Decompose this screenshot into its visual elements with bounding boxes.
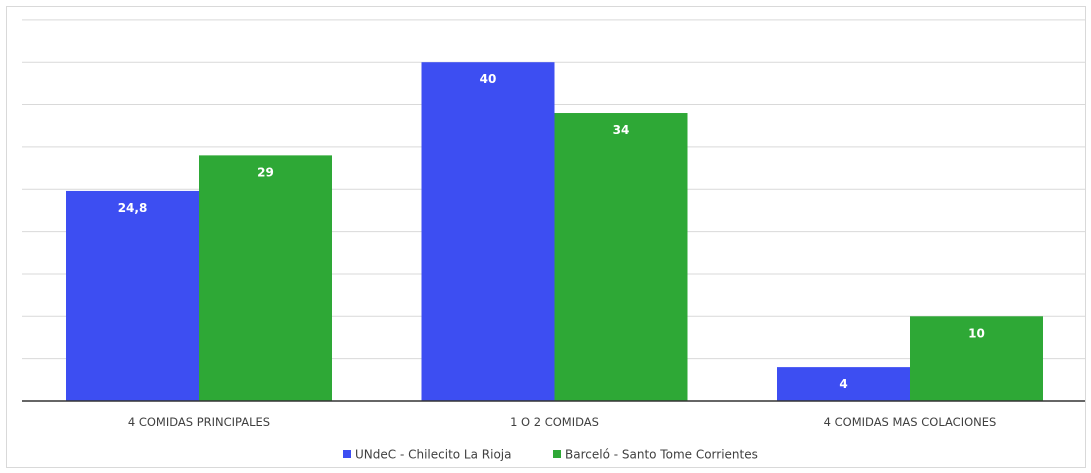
bar-undec-3: [777, 367, 910, 401]
bars: 24,8 29 40 34 4 10: [66, 62, 1043, 402]
data-label: 34: [613, 123, 630, 137]
bar-undec-1: [66, 190, 199, 401]
legend-entry: UNdeC - Chilecito La Rioja: [355, 448, 511, 462]
category-label: 4 COMIDAS PRINCIPALES: [128, 415, 270, 429]
legend-entry: Barceló - Santo Tome Corrientes: [565, 448, 758, 462]
data-label: 10: [968, 326, 985, 340]
category-label: 1 O 2 COMIDAS: [510, 415, 599, 429]
legend-swatch: [553, 450, 561, 458]
bar-barcelo-1: [199, 155, 332, 401]
bar-barcelo-3: [910, 316, 1043, 401]
data-label: 40: [480, 72, 497, 86]
bar-undec-2: [421, 62, 555, 401]
data-label: 24,8: [118, 201, 148, 215]
legend: UNdeC - Chilecito La Rioja Barceló - Sant…: [343, 448, 758, 462]
data-label: 29: [257, 165, 274, 179]
category-labels: 4 COMIDAS PRINCIPALES 1 O 2 COMIDAS 4 COMI…: [128, 415, 996, 429]
legend-swatch: [343, 450, 351, 458]
category-label: 4 COMIDAS MAS COLACIONES: [824, 415, 997, 429]
data-label: 4: [839, 377, 847, 391]
bar-barcelo-2: [554, 113, 688, 402]
